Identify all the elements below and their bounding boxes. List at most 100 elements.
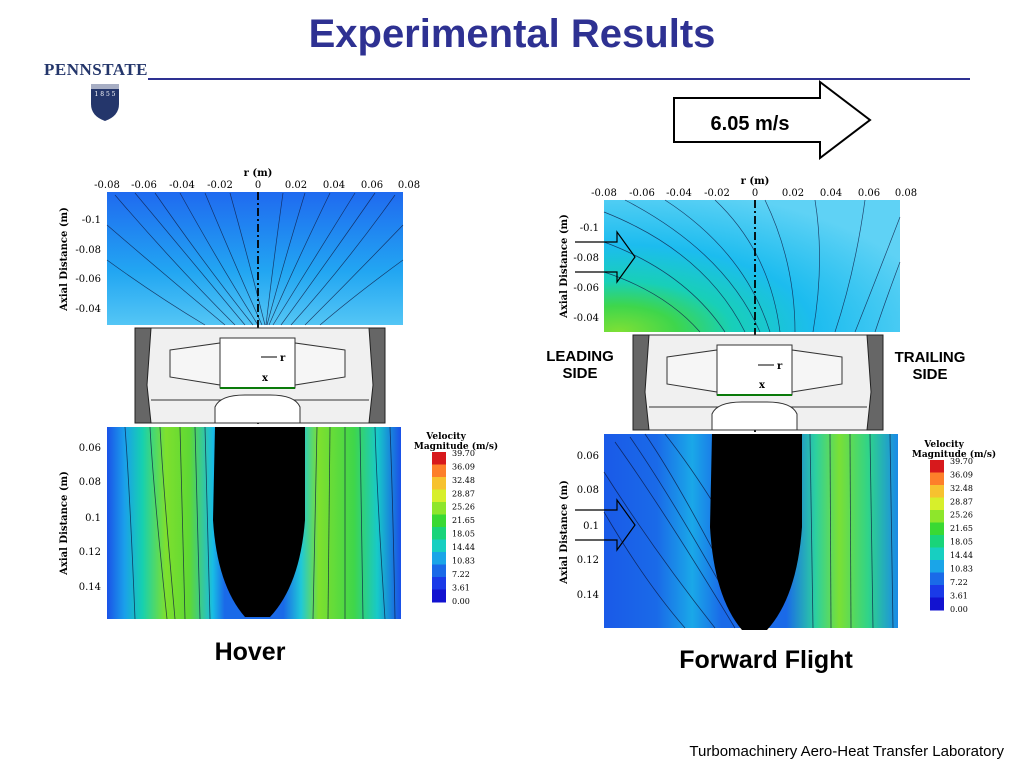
hover-upper-tick: -0.1 <box>82 215 101 226</box>
legend-value: 28.87 <box>950 497 973 506</box>
trailing-side-label: TRAILING SIDE <box>886 349 974 383</box>
hover-lower-tick: 0.14 <box>79 582 101 593</box>
legend-value: 14.44 <box>950 551 973 560</box>
legend-value: 14.44 <box>452 543 475 552</box>
legend-swatch <box>432 489 446 503</box>
forward-lower-tick: 0.14 <box>577 590 599 601</box>
hover-lower-streamlines <box>124 426 396 620</box>
legend-value: 3.61 <box>950 591 968 600</box>
hover-r-tick: 0.08 <box>398 180 420 191</box>
hover-upper-tick: -0.06 <box>75 274 101 285</box>
legend-swatch <box>432 514 446 528</box>
hover-upper-tick: -0.08 <box>75 245 101 256</box>
legend-value: 0.00 <box>950 605 968 614</box>
legend-swatch <box>432 502 446 515</box>
logo-wordmark: PENNSTATE <box>44 60 149 79</box>
hover-r-tick: -0.06 <box>131 180 157 191</box>
legend-swatch <box>432 552 446 565</box>
hover-r-ticks: -0.08 -0.06 -0.04 -0.02 0 0.02 0.04 0.06… <box>94 180 420 191</box>
forward-upper-tick: -0.06 <box>573 283 599 294</box>
forward-r-tick: -0.08 <box>591 188 617 199</box>
forward-lower-tick: 0.12 <box>577 555 599 566</box>
title-underline <box>148 78 970 80</box>
legend-colorbar <box>432 452 446 603</box>
forward-upper-tick: -0.1 <box>580 223 599 234</box>
hover-upper-axis-title: Axial Distance (m) <box>59 207 70 312</box>
page-title: Experimental Results <box>308 12 716 56</box>
legend-title: Magnitude (m/s) <box>414 441 498 452</box>
hover-lower-tick: 0.1 <box>85 513 101 524</box>
legend-swatch <box>930 585 944 598</box>
forward-r-tick: -0.06 <box>629 188 655 199</box>
forward-flight-figure: r (m) -0.08 -0.06 -0.04 -0.02 0 0.02 0.0… <box>559 176 917 630</box>
hover-r-tick: 0.04 <box>323 180 345 191</box>
hover-velocity-legend: Velocity Magnitude (m/s) 39.70 36.09 32.48… <box>414 432 498 606</box>
legend-swatch <box>930 485 944 498</box>
legend-labels: 39.70 36.09 32.48 28.87 25.26 21.65 18.05 14.44… <box>452 449 475 606</box>
forward-r-axis-title: r (m) <box>741 176 770 187</box>
forward-lower-tick: 0.06 <box>577 451 599 462</box>
legend-value: 3.61 <box>452 583 470 592</box>
forward-r-tick: 0 <box>752 188 758 199</box>
legend-swatch <box>432 464 446 478</box>
leading-side-label: LEADING SIDE <box>538 348 622 382</box>
legend-swatch <box>930 535 944 548</box>
legend-value: 7.22 <box>950 578 968 587</box>
hover-upper-velocity-field <box>107 192 403 325</box>
forward-upper-tick: -0.08 <box>573 253 599 264</box>
shield-icon: 1 8 5 5 <box>91 84 119 121</box>
legend-value: 7.22 <box>452 570 470 579</box>
forward-r-tick: 0.02 <box>782 188 804 199</box>
forward-r-tick: 0.04 <box>820 188 842 199</box>
legend-value: 0.00 <box>452 597 470 606</box>
hover-lower-tick: 0.06 <box>79 443 101 454</box>
legend-swatch <box>432 452 446 465</box>
hover-figure: r (m) -0.08 -0.06 -0.04 -0.02 0 0.02 0.0… <box>59 168 420 620</box>
legend-value: 25.26 <box>950 511 973 520</box>
hover-upper-streamlines <box>106 192 404 326</box>
legend-value: 28.87 <box>452 489 475 498</box>
hover-r-tick: -0.02 <box>207 180 233 191</box>
legend-swatch <box>930 547 944 561</box>
forward-upper-axis-title: Axial Distance (m) <box>559 214 570 319</box>
legend-swatch <box>930 460 944 473</box>
legend-value: 10.83 <box>950 564 973 573</box>
legend-value: 21.65 <box>452 516 475 525</box>
legend-value: 36.09 <box>950 470 973 479</box>
legend-value: 32.48 <box>950 484 973 493</box>
legend-value: 36.09 <box>452 462 475 471</box>
legend-title: Magnitude (m/s) <box>912 449 996 460</box>
legend-value: 10.83 <box>452 556 475 565</box>
hover-r-tick: 0.02 <box>285 180 307 191</box>
forward-upper-tick: -0.04 <box>573 313 599 324</box>
legend-swatch <box>432 564 446 578</box>
forward-rotor-x-label: x <box>759 380 766 391</box>
legend-swatch <box>930 572 944 586</box>
hover-r-tick: -0.04 <box>169 180 195 191</box>
forward-rotor-r-label: r <box>777 361 783 372</box>
forward-flight-caption: Forward Flight <box>679 646 853 674</box>
freestream-speed: 6.05 m/s <box>711 113 790 135</box>
forward-lower-axis-title: Axial Distance (m) <box>559 480 570 585</box>
forward-r-tick: -0.02 <box>704 188 730 199</box>
forward-r-tick: 0.06 <box>858 188 880 199</box>
legend-value: 39.70 <box>452 449 475 458</box>
upper-inflow-arrow <box>575 230 636 284</box>
freestream-arrow: 6.05 m/s <box>673 80 872 160</box>
legend-value: 18.05 <box>950 538 973 547</box>
hover-lower-tick: 0.12 <box>79 547 101 558</box>
lab-footer: Turbomachinery Aero-Heat Transfer Labora… <box>689 743 1004 760</box>
forward-r-ticks: -0.08 -0.06 -0.04 -0.02 0 0.02 0.04 0.06… <box>591 188 917 199</box>
legend-swatch <box>432 527 446 540</box>
legend-swatch <box>930 497 944 511</box>
legend-swatch <box>930 472 944 486</box>
trailing-side-text: TRAILING SIDE <box>894 349 966 383</box>
legend-swatch <box>432 477 446 490</box>
legend-value: 18.05 <box>452 530 475 539</box>
hover-centerbody <box>213 427 305 617</box>
hover-upper-tick: -0.04 <box>75 304 101 315</box>
hover-duct-assembly: r x <box>134 327 386 424</box>
legend-swatch <box>930 522 944 536</box>
forward-lower-tick: 0.08 <box>577 485 599 496</box>
forward-upper-streamlines <box>603 199 901 333</box>
